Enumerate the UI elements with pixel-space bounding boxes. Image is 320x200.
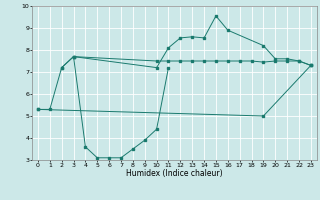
X-axis label: Humidex (Indice chaleur): Humidex (Indice chaleur): [126, 169, 223, 178]
